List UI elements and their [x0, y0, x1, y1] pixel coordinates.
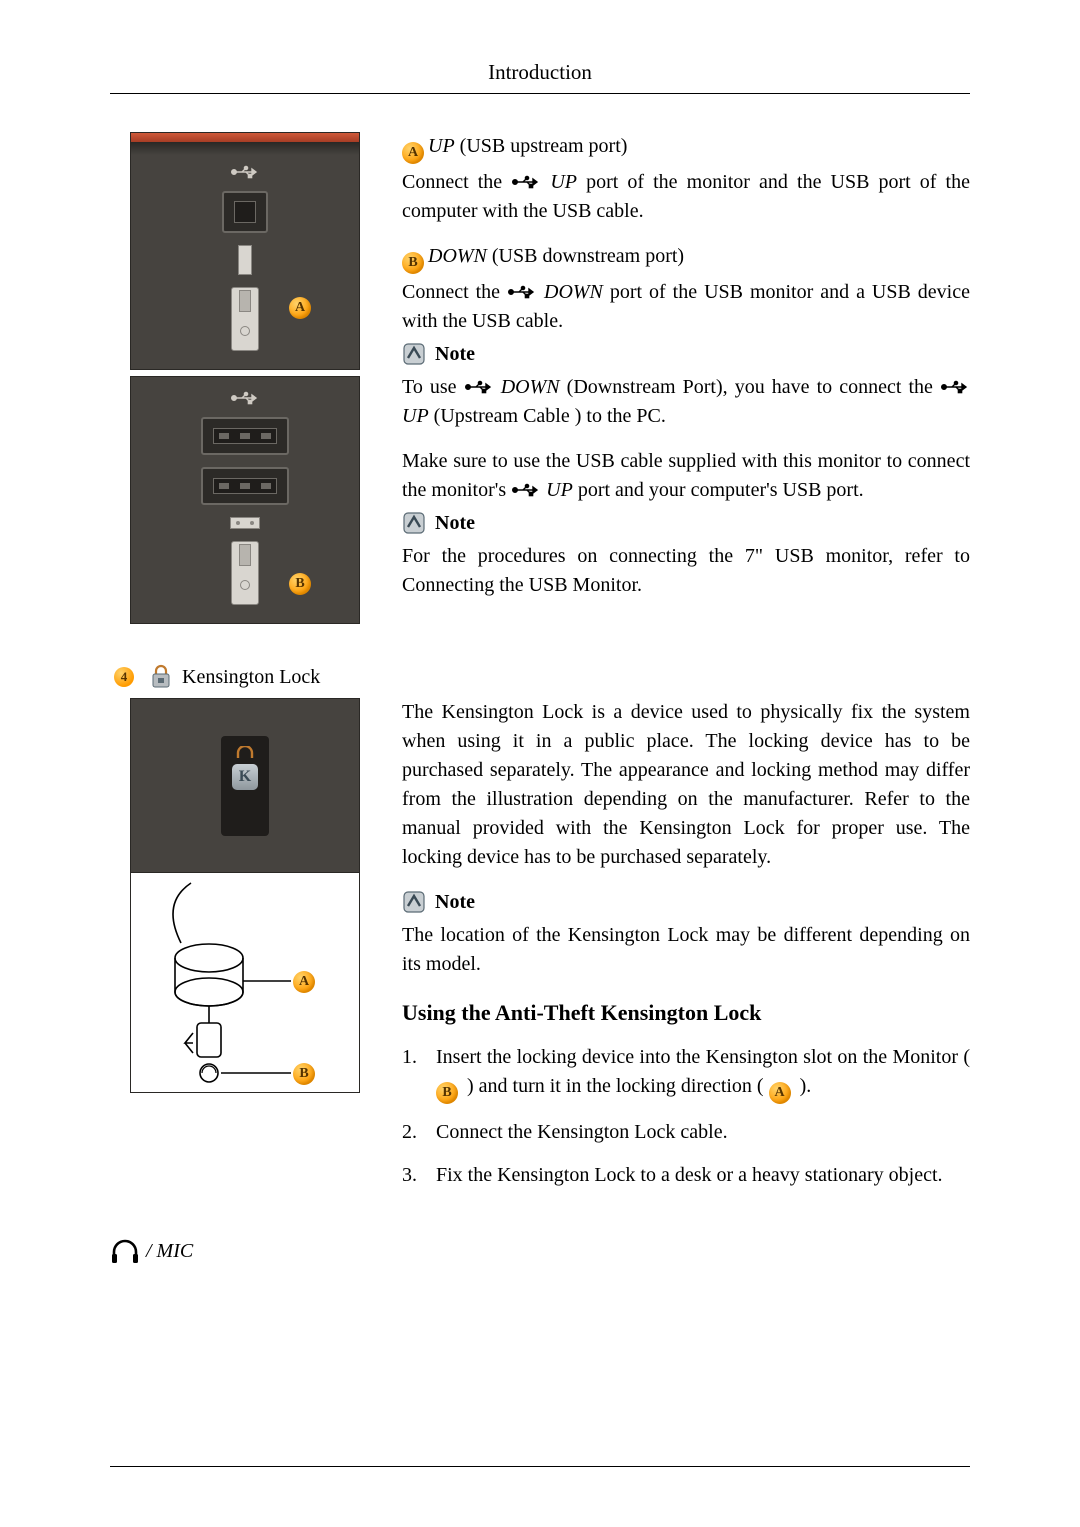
note-icon: [402, 511, 426, 535]
note-2-body: For the procedures on connecting the 7" …: [402, 542, 970, 600]
bullet-b: B: [402, 252, 424, 274]
bullet-4: 4: [114, 667, 134, 687]
note-1-body: To use DOWN (Downstream Port), you have …: [402, 373, 970, 431]
kensington-label-row: 4 Kensington Lock: [114, 664, 970, 690]
usb-icon: [511, 174, 541, 190]
section-b-head: BDOWN (USB downstream port): [402, 242, 970, 274]
mic-row: / MIC: [110, 1238, 970, 1264]
rule-bottom: [110, 1466, 970, 1467]
callout-b-marker: B: [293, 1063, 315, 1085]
bullet-a-inline: A: [769, 1082, 791, 1104]
note-3-label: Note: [402, 888, 970, 917]
note-1-label: Note: [402, 340, 970, 369]
headphone-icon: [110, 1238, 140, 1264]
list-item: 3. Fix the Kensington Lock to a desk or …: [402, 1161, 970, 1190]
callout-a-marker: A: [289, 297, 311, 319]
usb-icon: [940, 379, 970, 395]
section-b-body: Connect the DOWN port of the USB monitor…: [402, 278, 970, 336]
usb-icon: [507, 284, 537, 300]
bullet-b-inline: B: [436, 1082, 458, 1104]
section-a-body: Connect the UP port of the monitor and t…: [402, 168, 970, 226]
note-icon: [402, 890, 426, 914]
usb-icon: [230, 391, 260, 405]
usb-icon: [464, 379, 494, 395]
rule-top: [110, 93, 970, 94]
usb-icon: [230, 165, 260, 179]
callout-a-marker: A: [293, 971, 315, 993]
kensington-note-body: The location of the Kensington Lock may …: [402, 921, 970, 979]
supplied-cable-body: Make sure to use the USB cable supplied …: [402, 447, 970, 505]
note-icon: [402, 342, 426, 366]
list-item: 2. Connect the Kensington Lock cable.: [402, 1118, 970, 1147]
section-a-head: AUP (USB upstream port): [402, 132, 970, 164]
page-header: Introduction: [110, 60, 970, 85]
kensington-lock-icon: [148, 664, 174, 690]
kensington-body: The Kensington Lock is a device used to …: [402, 698, 970, 872]
note-2-label: Note: [402, 509, 970, 538]
callout-b-marker: B: [289, 573, 311, 595]
list-item: 1. Insert the locking device into the Ke…: [402, 1043, 970, 1104]
figure-usb-panel-a: A: [130, 132, 360, 370]
anti-theft-heading: Using the Anti-Theft Kensington Lock: [402, 997, 970, 1029]
figure-kensington: K: [130, 698, 360, 1093]
usb-icon: [511, 482, 541, 498]
figure-usb-panel-b: B: [130, 376, 360, 624]
bullet-a: A: [402, 142, 424, 164]
